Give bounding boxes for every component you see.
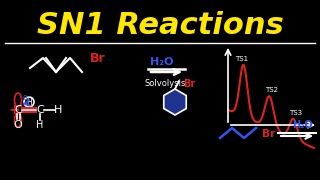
Text: C: C (36, 105, 44, 115)
Text: Br: Br (90, 51, 106, 64)
Text: H: H (36, 120, 44, 130)
Text: TS1: TS1 (235, 56, 248, 62)
Text: Br: Br (262, 129, 275, 139)
Polygon shape (164, 89, 186, 115)
Text: SN1 Reactions: SN1 Reactions (36, 10, 284, 39)
Text: H: H (26, 98, 32, 107)
Text: Br: Br (183, 79, 195, 89)
Text: +: + (8, 103, 20, 117)
Text: H₂O: H₂O (150, 57, 174, 67)
Text: e⁻: e⁻ (23, 93, 31, 102)
Text: O: O (14, 120, 22, 130)
Text: H₂O: H₂O (292, 120, 312, 130)
Text: Solvolysis: Solvolysis (144, 78, 186, 87)
Text: C: C (14, 105, 22, 115)
Text: H: H (54, 105, 62, 115)
Text: TS2: TS2 (265, 87, 278, 93)
Text: TS3: TS3 (289, 110, 302, 116)
